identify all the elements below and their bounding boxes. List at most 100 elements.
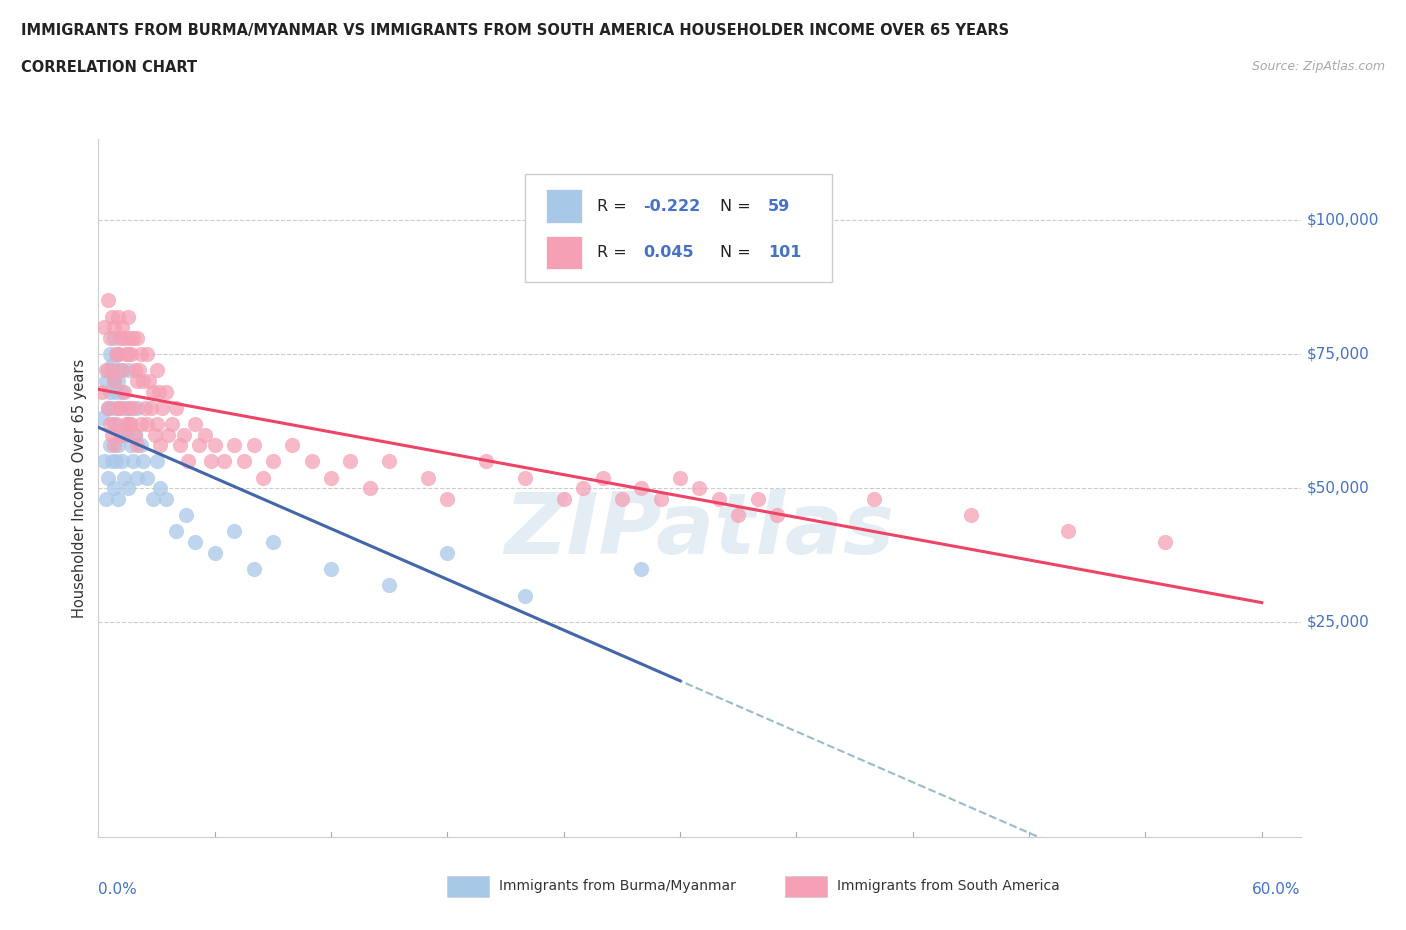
Point [120, 347, 142, 362]
Point [97, 470, 120, 485]
Point [242, 438, 264, 453]
Text: $50,000: $50,000 [1306, 481, 1369, 496]
Point [117, 363, 139, 378]
Point [112, 330, 135, 345]
Bar [447, 876, 489, 897]
Point [553, 492, 575, 507]
FancyBboxPatch shape [546, 236, 582, 270]
Point [98, 330, 121, 345]
Point [173, 427, 195, 442]
FancyBboxPatch shape [546, 190, 582, 223]
Point [104, 454, 127, 469]
Point [132, 454, 155, 469]
Text: 0.045: 0.045 [643, 246, 693, 260]
Point [103, 438, 125, 453]
Point [145, 417, 167, 432]
Point [103, 374, 125, 389]
Point [155, 384, 177, 399]
Text: Immigrants from Burma/Myanmar: Immigrants from Burma/Myanmar [499, 879, 735, 894]
Point [224, 524, 246, 538]
Point [97, 363, 120, 378]
Text: R =: R = [598, 246, 633, 260]
Text: $75,000: $75,000 [1306, 347, 1369, 362]
Point [111, 427, 134, 442]
Point [224, 438, 246, 453]
Point [96, 374, 118, 389]
Point [114, 427, 136, 442]
Point [104, 417, 127, 432]
Point [149, 438, 172, 453]
Point [134, 400, 156, 415]
Point [475, 454, 498, 469]
Point [91, 411, 114, 426]
Point [91, 384, 114, 399]
Point [194, 427, 217, 442]
Point [124, 427, 146, 442]
Point [108, 330, 131, 345]
Point [114, 417, 136, 432]
Point [169, 438, 191, 453]
Text: $25,000: $25,000 [1306, 615, 1369, 630]
Point [101, 454, 124, 469]
Point [127, 400, 149, 415]
Point [378, 578, 401, 592]
Point [139, 400, 162, 415]
Point [114, 347, 136, 362]
Point [101, 400, 124, 415]
Text: IMMIGRANTS FROM BURMA/MYANMAR VS IMMIGRANTS FROM SOUTH AMERICA HOUSEHOLDER INCOM: IMMIGRANTS FROM BURMA/MYANMAR VS IMMIGRA… [21, 23, 1010, 38]
Point [107, 309, 129, 324]
Point [122, 454, 145, 469]
Point [378, 454, 401, 469]
Point [101, 363, 124, 378]
Point [688, 481, 710, 496]
Point [165, 524, 187, 538]
Text: 101: 101 [768, 246, 801, 260]
Text: Source: ZipAtlas.com: Source: ZipAtlas.com [1251, 60, 1385, 73]
Point [436, 492, 458, 507]
Text: Immigrants from South America: Immigrants from South America [837, 879, 1059, 894]
Point [155, 492, 177, 507]
Point [97, 400, 120, 415]
Point [118, 400, 141, 415]
Point [103, 330, 125, 345]
Text: R =: R = [598, 199, 633, 214]
Point [174, 508, 197, 523]
Point [104, 347, 127, 362]
Point [132, 374, 155, 389]
Point [117, 400, 139, 415]
Text: N =: N = [720, 246, 756, 260]
Point [101, 309, 124, 324]
Point [301, 454, 323, 469]
Point [108, 363, 131, 378]
Point [127, 330, 149, 345]
Point [103, 320, 125, 335]
Point [112, 470, 135, 485]
Point [96, 363, 118, 378]
Point [188, 438, 211, 453]
Point [165, 400, 187, 415]
Point [592, 470, 614, 485]
Point [262, 454, 284, 469]
Point [112, 400, 135, 415]
Point [103, 374, 125, 389]
Point [98, 417, 121, 432]
Point [727, 508, 749, 523]
Point [513, 470, 536, 485]
Point [111, 454, 134, 469]
Point [157, 427, 180, 442]
Point [97, 293, 120, 308]
Point [232, 454, 254, 469]
Text: 0.0%: 0.0% [98, 883, 138, 897]
Point [135, 347, 157, 362]
Point [135, 417, 157, 432]
Point [103, 417, 125, 432]
Point [242, 562, 264, 577]
Point [117, 309, 139, 324]
Point [103, 481, 125, 496]
Point [101, 357, 124, 372]
Bar [785, 876, 827, 897]
Point [108, 427, 131, 442]
Point [142, 492, 165, 507]
Point [138, 374, 160, 389]
Point [184, 535, 207, 550]
